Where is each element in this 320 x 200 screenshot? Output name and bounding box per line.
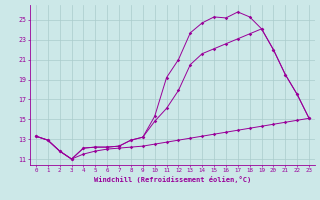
X-axis label: Windchill (Refroidissement éolien,°C): Windchill (Refroidissement éolien,°C) (94, 176, 251, 183)
